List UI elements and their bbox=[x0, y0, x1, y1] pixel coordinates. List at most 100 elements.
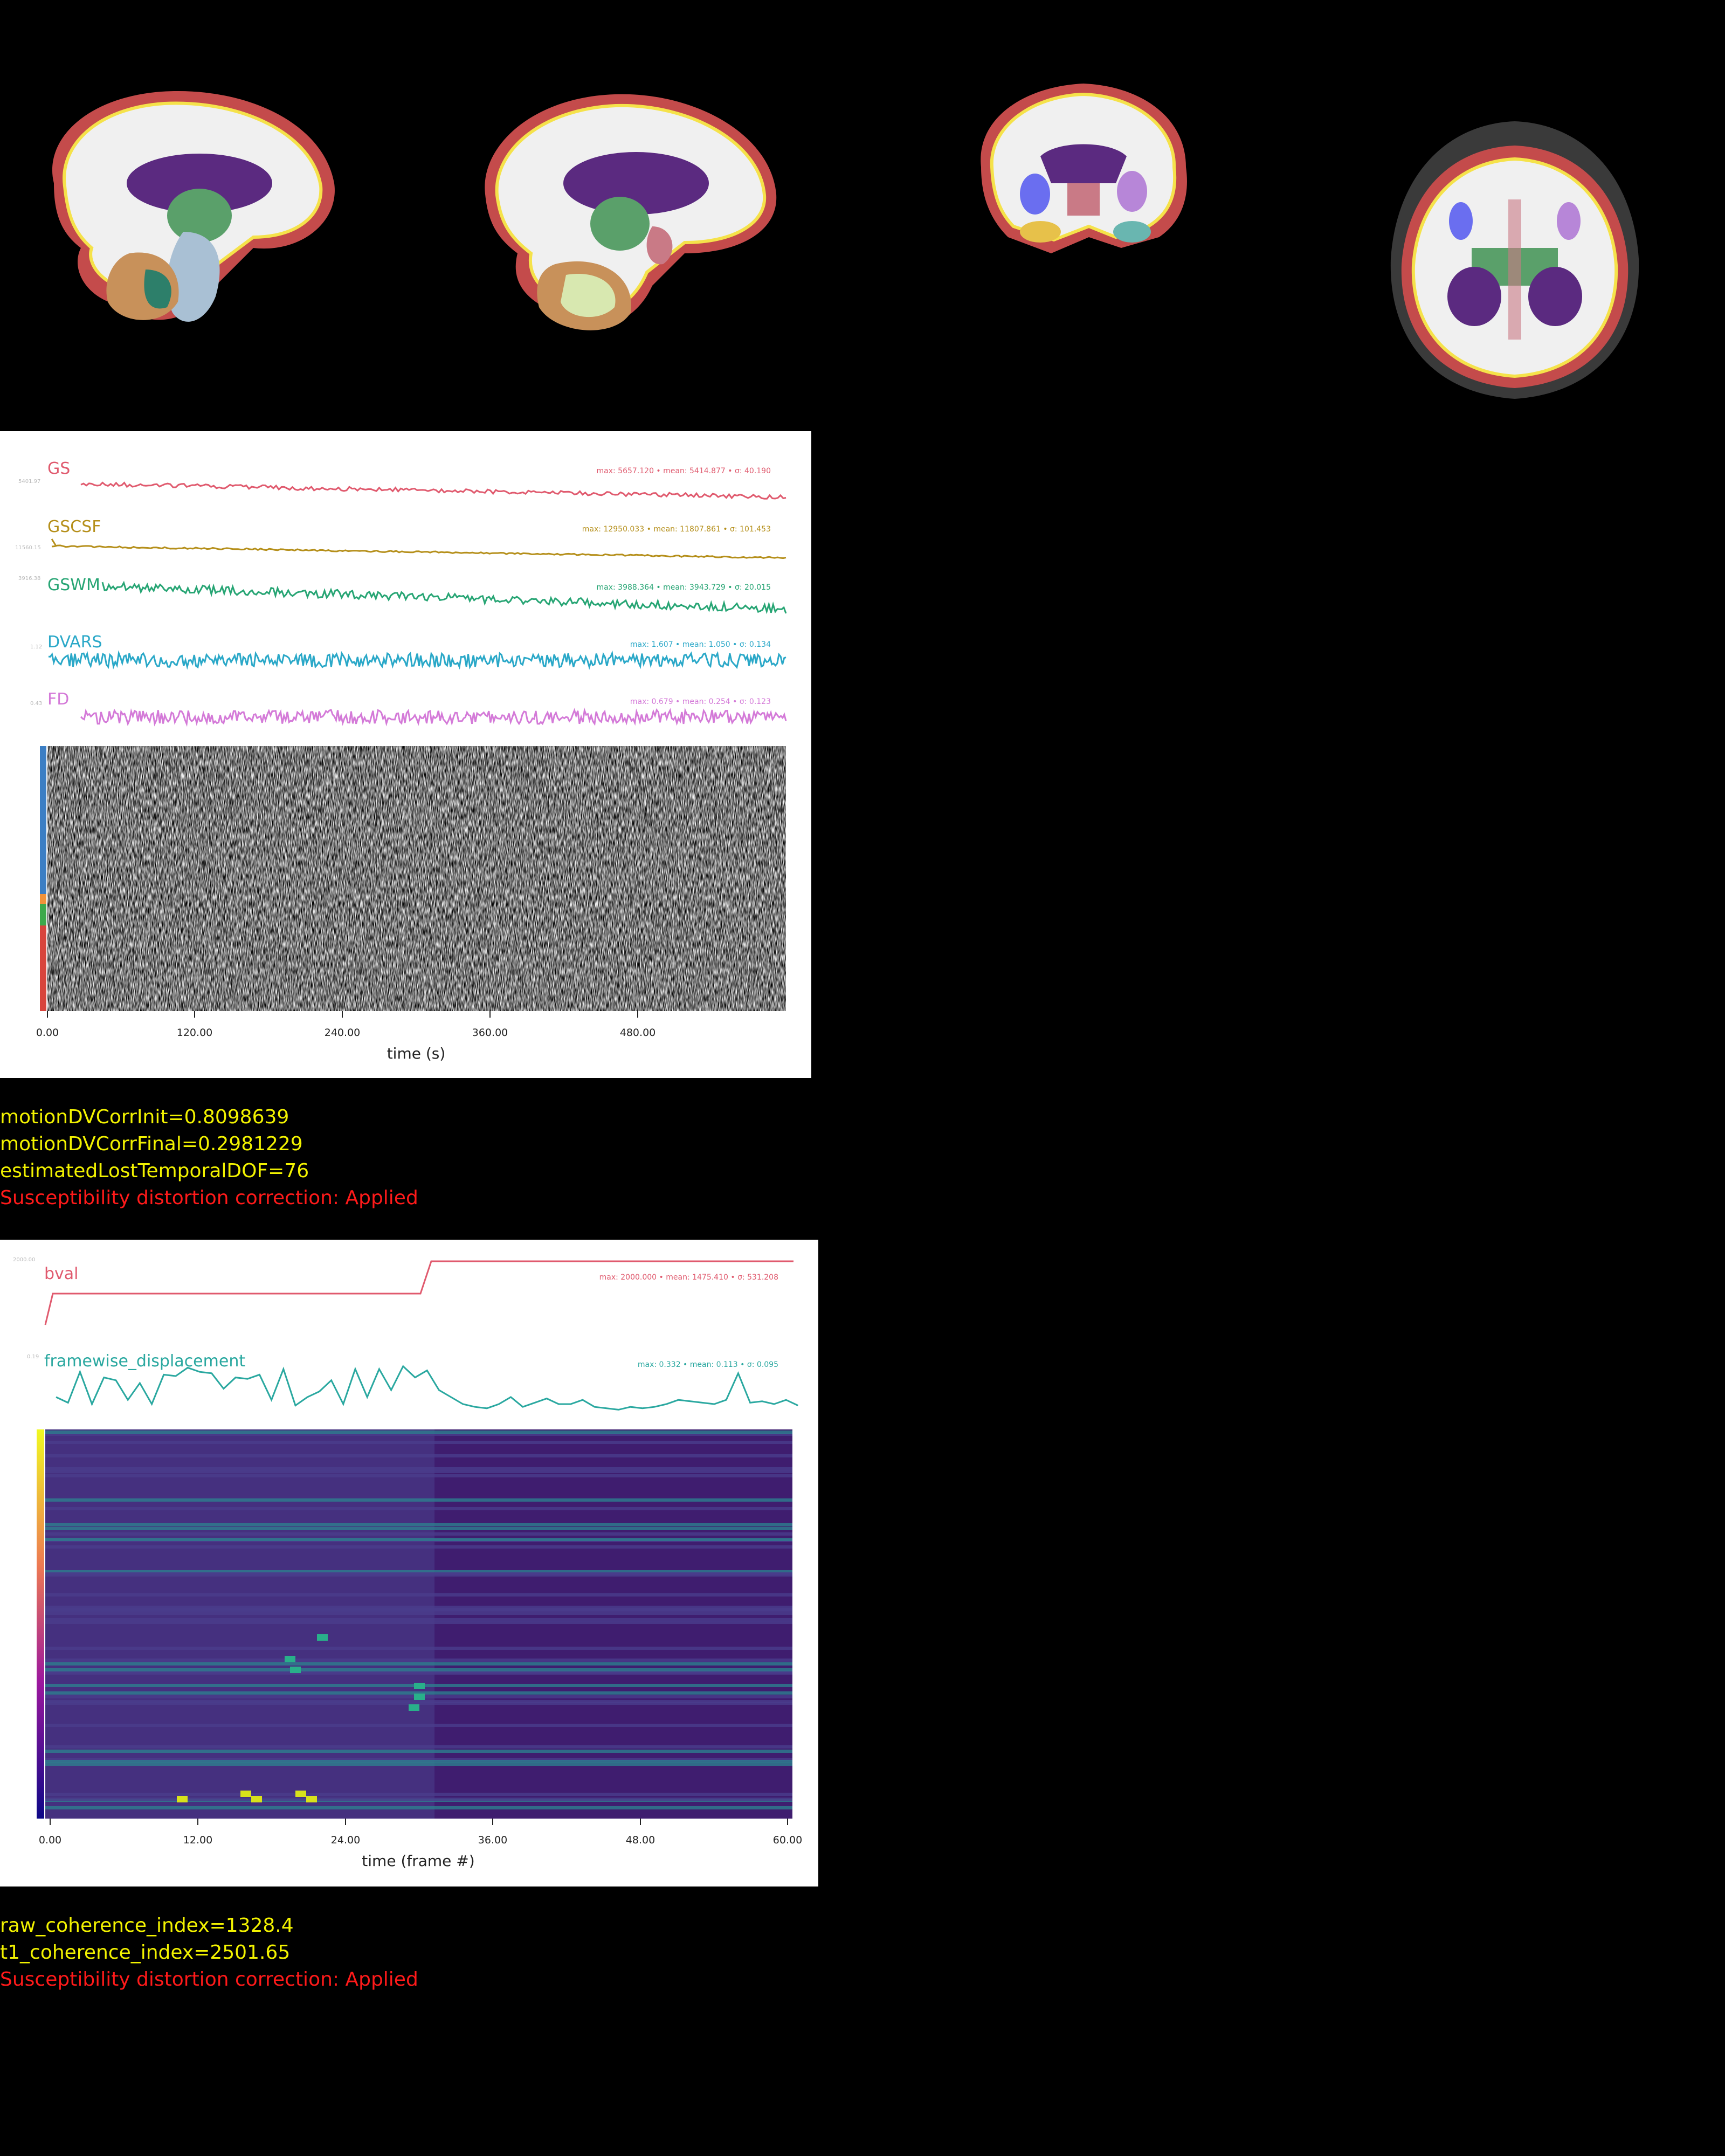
carpet-band bbox=[45, 1573, 792, 1577]
fd-label: FD bbox=[47, 690, 70, 709]
fmri-carpet bbox=[40, 746, 786, 1011]
carpet-hotspot bbox=[240, 1791, 251, 1797]
dvars-stats: max: 1.607 • mean: 1.050 • σ: 0.134 bbox=[630, 640, 771, 649]
metric-sdc-applied-dwi: Susceptibility distortion correction: Ap… bbox=[0, 1968, 418, 1991]
fmri-xtick-1: 120.00 bbox=[176, 1027, 213, 1039]
metric-t1-coherence-index: t1_coherence_index=2501.65 bbox=[0, 1941, 291, 1964]
carpet-hotspot bbox=[409, 1704, 419, 1711]
metric-raw-coherence-index: raw_coherence_index=1328.4 bbox=[0, 1915, 294, 1937]
carpet-hotspot bbox=[414, 1694, 425, 1700]
dwi-xaxis-label: time (frame #) bbox=[362, 1852, 475, 1870]
carpet-band bbox=[45, 1532, 792, 1536]
carpet-band bbox=[45, 1668, 792, 1671]
bval-ytick: 2000.00 bbox=[13, 1257, 36, 1263]
dwi-traces bbox=[44, 1260, 799, 1411]
bval-label: bval bbox=[44, 1264, 79, 1283]
fd-stats: max: 0.679 • mean: 0.254 • σ: 0.123 bbox=[630, 697, 771, 706]
gswm-trace bbox=[101, 581, 787, 614]
framewise-displacement-stats: max: 0.332 • mean: 0.113 • σ: 0.095 bbox=[637, 1360, 778, 1369]
gswm-label: GSWM bbox=[47, 576, 100, 595]
fd-ytick: 0.43 bbox=[30, 701, 43, 707]
carpet-band bbox=[45, 1498, 792, 1502]
carpet-band bbox=[45, 1659, 792, 1662]
carpet-hotspot bbox=[290, 1667, 301, 1673]
fmri-traces bbox=[48, 481, 787, 727]
fmri-carpet-panel: GS max: 5657.120 • mean: 5414.877 • σ: 4… bbox=[0, 431, 811, 1078]
carpet-band bbox=[45, 1523, 792, 1526]
dvars-trace bbox=[48, 650, 786, 670]
brain-sagittal-right bbox=[485, 94, 777, 330]
metric-motion-dv-corr-final: motionDVCorrFinal=0.2981229 bbox=[0, 1133, 303, 1155]
fd-trace bbox=[80, 707, 787, 727]
dwi-xtick-5: 60.00 bbox=[772, 1834, 803, 1846]
carpet-band bbox=[45, 1433, 792, 1436]
carpet-hotspot bbox=[251, 1796, 262, 1802]
carpet-band bbox=[45, 1467, 792, 1470]
carpet-band bbox=[45, 1618, 792, 1621]
fmri-xtick-2: 240.00 bbox=[324, 1027, 361, 1039]
gscsf-trace bbox=[51, 544, 786, 559]
carpet-band bbox=[45, 1806, 792, 1809]
fd-dwi-ytick: 0.19 bbox=[27, 1354, 39, 1360]
dwi-carpet bbox=[37, 1429, 792, 1819]
brain-coronal bbox=[981, 84, 1187, 253]
carpet-band bbox=[45, 1724, 792, 1727]
carpet-hotspot bbox=[177, 1796, 188, 1802]
carpet-band bbox=[45, 1798, 792, 1801]
gswm-ytick: 3916.38 bbox=[18, 576, 41, 582]
framewise-displacement-label: framewise_displacement bbox=[44, 1352, 246, 1371]
dwi-xtick-1: 12.00 bbox=[183, 1834, 213, 1846]
dwi-xtick-0: 0.00 bbox=[38, 1834, 62, 1846]
carpet-band bbox=[45, 1760, 792, 1763]
carpet-band bbox=[45, 1431, 792, 1434]
dwi-xtick-4: 48.00 bbox=[625, 1834, 656, 1846]
carpet-band bbox=[45, 1454, 792, 1457]
brain-axial bbox=[1390, 121, 1639, 399]
bval-trace bbox=[44, 1260, 794, 1325]
carpet-band bbox=[45, 1612, 792, 1615]
gscsf-ytick: 11560.15 bbox=[15, 545, 41, 551]
carpet-band bbox=[45, 1593, 792, 1597]
metric-sdc-applied-fmri: Susceptibility distortion correction: Ap… bbox=[0, 1187, 418, 1209]
dvars-ytick: 1.12 bbox=[30, 644, 43, 650]
dvars-label: DVARS bbox=[47, 633, 102, 652]
carpet-hotspot bbox=[285, 1656, 295, 1662]
metric-estimated-lost-dof: estimatedLostTemporalDOF=76 bbox=[0, 1160, 309, 1182]
carpet-band bbox=[45, 1700, 792, 1703]
fmri-xtick-0: 0.00 bbox=[36, 1027, 59, 1039]
carpet-band bbox=[45, 1441, 792, 1444]
carpet-band bbox=[45, 1662, 792, 1666]
carpet-band bbox=[45, 1527, 792, 1530]
carpet-band bbox=[45, 1570, 792, 1573]
gs-trace bbox=[80, 481, 786, 500]
carpet-band bbox=[45, 1474, 792, 1477]
carpet-band bbox=[45, 1671, 792, 1675]
bval-stats: max: 2000.000 • mean: 1475.410 • σ: 531.… bbox=[599, 1273, 778, 1282]
gscsf-stats: max: 12950.033 • mean: 11807.861 • σ: 10… bbox=[582, 525, 771, 534]
carpet-band bbox=[45, 1606, 792, 1609]
gscsf-initial-drop bbox=[51, 538, 57, 547]
carpet-band bbox=[45, 1621, 792, 1624]
carpet-band bbox=[45, 1793, 792, 1796]
metric-motion-dv-corr-init: motionDVCorrInit=0.8098639 bbox=[0, 1106, 289, 1128]
dwi-carpet-panel: 2000.00 bval max: 2000.000 • mean: 1475.… bbox=[0, 1240, 818, 1887]
carpet-band bbox=[45, 1745, 792, 1749]
gs-ytick: 5401.97 bbox=[18, 479, 41, 485]
gscsf-label: GSCSF bbox=[47, 517, 101, 536]
carpet-hotspot bbox=[306, 1796, 317, 1802]
carpet-band bbox=[45, 1691, 792, 1695]
carpet-band bbox=[45, 1545, 792, 1549]
fmri-xtick-4: 480.00 bbox=[619, 1027, 656, 1039]
dwi-xtick-3: 36.00 bbox=[478, 1834, 508, 1846]
carpet-band bbox=[45, 1470, 792, 1473]
carpet-band bbox=[45, 1538, 792, 1541]
gs-label: GS bbox=[47, 459, 71, 478]
dwi-xtick-2: 24.00 bbox=[330, 1834, 361, 1846]
carpet-hotspot bbox=[317, 1634, 328, 1641]
framewise-displacement-trace bbox=[56, 1365, 799, 1411]
dwi-x-ticks bbox=[50, 1819, 788, 1825]
carpet-band bbox=[45, 1507, 792, 1510]
carpet-band bbox=[45, 1750, 792, 1753]
gs-stats: max: 5657.120 • mean: 5414.877 • σ: 40.1… bbox=[596, 467, 771, 475]
fmri-x-ticks bbox=[47, 1011, 638, 1018]
